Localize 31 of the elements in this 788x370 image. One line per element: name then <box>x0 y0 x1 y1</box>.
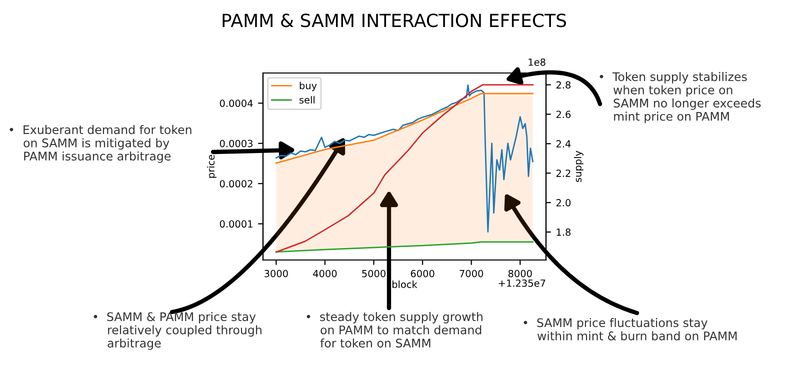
y2-axis-title: supply <box>574 150 584 182</box>
legend-label: buy <box>300 82 317 92</box>
y-tick-label: 0.0002 <box>220 180 252 188</box>
x-tick-label: 7000 <box>460 270 484 278</box>
x-tick-label: 5000 <box>362 270 386 278</box>
y2-tick-label: 2.0 <box>556 199 571 206</box>
y-tick-label: 0.0003 <box>220 140 252 148</box>
y-tick-label: 0.0001 <box>220 220 252 228</box>
text: • steady token supply growth on PAMM to match demand for token on SAMM <box>306 312 482 348</box>
x-axis-title: block <box>392 280 418 288</box>
y2-tick-label: 2.6 <box>556 110 571 118</box>
chart-title: PAMM & SAMM INTERACTION EFFECTS <box>222 14 566 28</box>
x-tick-label: 4000 <box>313 270 337 278</box>
y2-tick-label: 1.8 <box>556 228 571 236</box>
line-series <box>275 92 534 164</box>
line-series <box>275 241 534 253</box>
x-tick-label: 3000 <box>264 270 288 278</box>
text: 1e8 <box>528 58 546 66</box>
x-tick-label: 8000 <box>508 270 532 278</box>
text: +1.235e7 <box>498 279 546 287</box>
text: • SAMM & PAMM price stay relatively coupled through arbitrage <box>94 312 262 350</box>
y-tick-label: 0.0004 <box>220 100 253 107</box>
y2-tick-label: 2.8 <box>556 81 571 89</box>
text: • SAMM price fluctuations stay within mint & burn band on PAMM <box>524 318 737 340</box>
text: • Token supply stabilizes when token price on SAMM no longer exceeds mint price on PAMM <box>600 72 761 124</box>
y-axis-title: price <box>207 154 216 178</box>
y2-tick-label: 2.2 <box>556 170 570 177</box>
legend-label: sell <box>300 96 315 104</box>
text: • Exuberant demand for token on SAMM is mitigated by PAMM issuance arbitrage <box>10 125 192 163</box>
y2-tick-label: 2.4 <box>556 140 571 148</box>
x-tick-label: 6000 <box>410 270 434 278</box>
